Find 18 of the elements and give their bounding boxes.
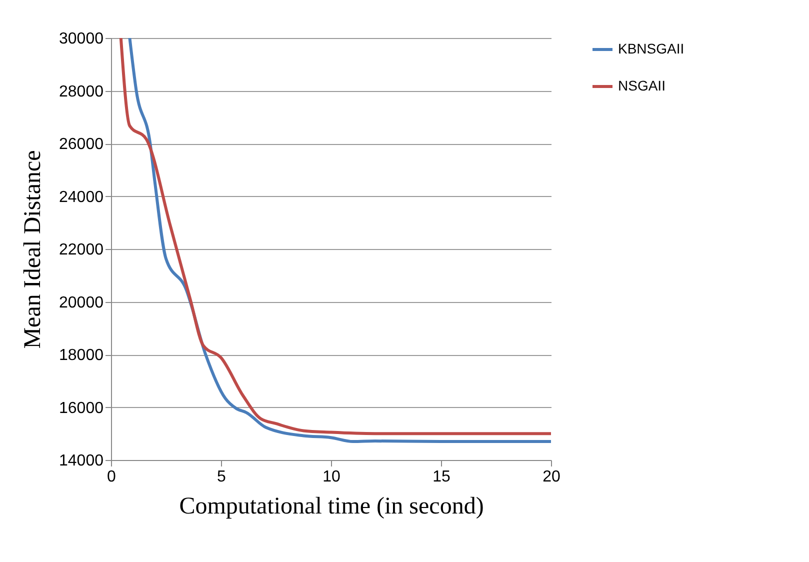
legend-label: KBNSGAII bbox=[618, 40, 684, 56]
x-tick-label: 20 bbox=[542, 468, 560, 486]
y-tick-label: 20000 bbox=[59, 294, 104, 312]
y-tick-label: 26000 bbox=[59, 136, 104, 153]
y-axis-title: Mean Ideal Distance bbox=[20, 150, 46, 349]
y-tick-label: 24000 bbox=[59, 188, 104, 206]
x-tick-label: 10 bbox=[322, 468, 340, 486]
x-tick-label: 15 bbox=[432, 468, 450, 486]
y-tick-label: 16000 bbox=[59, 400, 104, 417]
x-tick-label: 0 bbox=[107, 468, 116, 486]
legend-label: NSGAII bbox=[618, 78, 666, 94]
x-tick-label: 5 bbox=[217, 468, 226, 486]
y-tick-label: 28000 bbox=[59, 83, 104, 100]
y-tick-label: 30000 bbox=[59, 30, 104, 48]
y-tick-label: 18000 bbox=[59, 347, 104, 364]
x-axis-title: Computational time (in second) bbox=[179, 494, 484, 520]
y-tick-label: 14000 bbox=[59, 452, 104, 470]
y-tick-label: 22000 bbox=[59, 242, 104, 258]
